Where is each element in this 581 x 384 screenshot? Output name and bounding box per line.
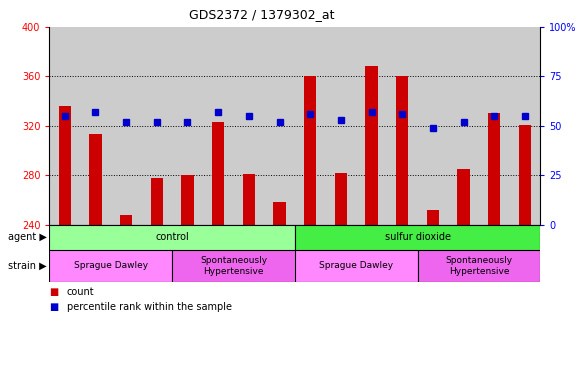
Bar xyxy=(396,76,408,225)
Bar xyxy=(457,169,470,225)
Bar xyxy=(172,27,203,225)
Bar xyxy=(150,178,163,225)
Text: Spontaneously
Hypertensive: Spontaneously Hypertensive xyxy=(200,256,267,276)
Text: control: control xyxy=(155,232,189,242)
Bar xyxy=(49,27,80,225)
Bar xyxy=(356,27,387,225)
Text: GDS2372 / 1379302_at: GDS2372 / 1379302_at xyxy=(189,8,334,21)
Bar xyxy=(89,134,102,225)
Bar xyxy=(295,27,325,225)
Bar xyxy=(519,124,531,225)
Text: sulfur dioxide: sulfur dioxide xyxy=(385,232,451,242)
Bar xyxy=(488,113,500,225)
Bar xyxy=(295,225,540,250)
Text: count: count xyxy=(67,287,95,297)
Text: strain ▶: strain ▶ xyxy=(8,261,46,271)
Bar xyxy=(479,27,510,225)
Bar xyxy=(203,27,234,225)
Bar xyxy=(80,27,111,225)
Text: ■: ■ xyxy=(49,302,59,312)
Bar xyxy=(335,173,347,225)
Bar xyxy=(111,27,141,225)
Bar xyxy=(243,174,255,225)
Bar xyxy=(325,27,356,225)
Bar xyxy=(449,27,479,225)
Bar xyxy=(49,225,295,250)
Text: agent ▶: agent ▶ xyxy=(8,232,46,242)
Bar xyxy=(172,250,295,282)
Bar xyxy=(181,175,193,225)
Text: Sprague Dawley: Sprague Dawley xyxy=(319,262,393,270)
Bar xyxy=(212,122,224,225)
Bar xyxy=(264,27,295,225)
Bar xyxy=(418,27,449,225)
Bar xyxy=(274,202,286,225)
Bar xyxy=(59,106,71,225)
Text: Sprague Dawley: Sprague Dawley xyxy=(74,262,148,270)
Bar xyxy=(365,66,378,225)
Bar xyxy=(418,250,540,282)
Text: ■: ■ xyxy=(49,287,59,297)
Bar xyxy=(427,210,439,225)
Bar xyxy=(510,27,540,225)
Bar xyxy=(234,27,264,225)
Bar xyxy=(49,250,172,282)
Bar xyxy=(120,215,132,225)
Bar xyxy=(304,76,316,225)
Text: percentile rank within the sample: percentile rank within the sample xyxy=(67,302,232,312)
Text: Spontaneously
Hypertensive: Spontaneously Hypertensive xyxy=(446,256,512,276)
Bar xyxy=(387,27,418,225)
Bar xyxy=(141,27,172,225)
Bar xyxy=(295,250,418,282)
